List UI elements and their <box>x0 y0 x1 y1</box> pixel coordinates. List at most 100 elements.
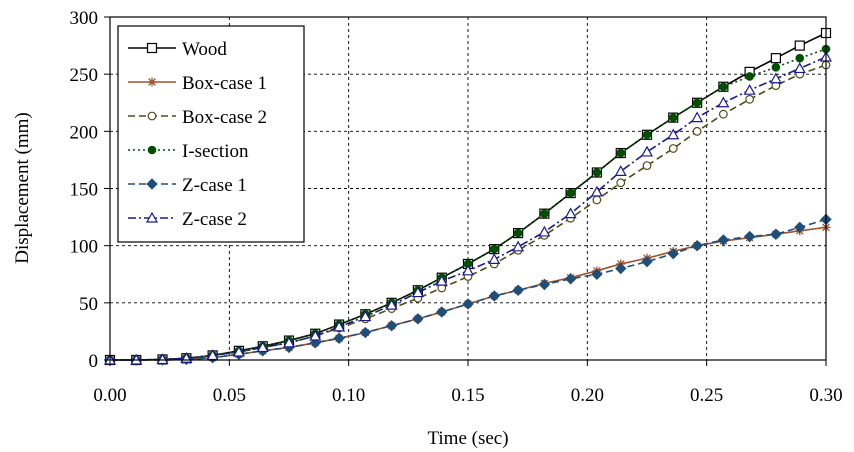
data-point-i-section <box>692 98 702 108</box>
data-point-box-case-2 <box>718 109 728 119</box>
x-tick-label: 0.10 <box>332 385 365 406</box>
x-tick-label: 0.25 <box>690 385 723 406</box>
legend: Wood Box-case 1 Box-case 2 I-section Z-case … <box>117 25 305 243</box>
y-tick-label: 0 <box>89 351 99 372</box>
y-tick-label: 250 <box>70 65 99 86</box>
data-point-z-case-1 <box>691 239 703 252</box>
legend-label-z-case-1: Z-case 1 <box>182 175 247 196</box>
data-point-wood <box>770 53 781 64</box>
legend-label-box-case-1: Box-case 1 <box>182 73 267 94</box>
data-point-z-case-1 <box>717 234 730 246</box>
data-point-z-case-2 <box>385 298 398 310</box>
data-point-z-case-1 <box>743 230 756 243</box>
data-point-z-case-2 <box>614 165 627 176</box>
data-point-i-section <box>668 113 678 122</box>
x-tick-label: 0.15 <box>451 385 484 406</box>
data-point-z-case-1 <box>385 319 398 332</box>
legend-marker-z-case-2 <box>145 211 159 223</box>
data-point-z-case-1 <box>770 228 782 240</box>
data-point-z-case-1 <box>333 332 345 344</box>
data-point-z-case-1 <box>488 290 500 302</box>
data-point-z-case-2 <box>309 329 322 341</box>
data-point-i-section <box>566 188 575 198</box>
legend-marker-box-case-2 <box>147 111 157 121</box>
data-point-i-section <box>489 244 499 254</box>
data-point-z-case-2 <box>256 341 269 353</box>
y-tick-label: 150 <box>70 180 99 201</box>
data-point-z-case-1 <box>641 255 653 268</box>
legend-marker-wood <box>146 42 158 54</box>
data-point-z-case-2 <box>333 320 346 332</box>
data-point-z-case-1 <box>538 278 551 291</box>
y-tick-label: 300 <box>70 8 99 29</box>
y-tick-label: 50 <box>79 294 98 315</box>
data-point-box-case-2 <box>616 178 626 188</box>
legend-marker-z-case-1 <box>146 178 158 190</box>
data-point-z-case-2 <box>590 185 603 197</box>
data-point-z-case-1 <box>615 262 627 275</box>
y-tick-label: 100 <box>70 237 99 258</box>
legend-label-i-section: I-section <box>182 141 249 162</box>
data-point-z-case-2 <box>640 145 654 157</box>
data-point-z-case-2 <box>667 128 680 140</box>
legend-label-wood: Wood <box>182 39 227 60</box>
data-point-z-case-2 <box>435 274 448 286</box>
legend-label-z-case-2: Z-case 2 <box>182 209 247 230</box>
data-point-box-case-2 <box>668 144 678 153</box>
data-point-z-case-1 <box>359 326 372 339</box>
axes: 0.00 0.05 0.10 0.15 0.20 0.25 0.30 0 50 100 150 200… <box>70 8 843 406</box>
legend-marker-i-section <box>147 145 157 155</box>
grid <box>110 17 826 360</box>
data-point-z-case-2 <box>461 264 475 276</box>
data-point-z-case-2 <box>564 207 577 219</box>
data-point-z-case-2 <box>411 286 424 298</box>
data-point-i-section <box>513 228 523 238</box>
data-point-z-case-2 <box>743 83 756 95</box>
data-point-z-case-2 <box>769 72 782 84</box>
legend-box <box>117 25 305 243</box>
x-tick-label: 0.30 <box>809 385 842 406</box>
series-line-box-case-2 <box>110 64 827 361</box>
data-point-i-section <box>616 148 626 158</box>
legend-label-box-case-2: Box-case 2 <box>182 107 267 128</box>
data-point-z-case-1 <box>512 284 524 296</box>
data-point-i-section <box>642 130 652 140</box>
data-point-z-case-1 <box>794 221 806 234</box>
data-point-i-section <box>795 53 805 63</box>
data-point-i-section <box>592 168 602 177</box>
data-point-z-case-2 <box>793 62 806 74</box>
data-point-z-case-1 <box>412 313 424 325</box>
data-point-z-case-1 <box>436 306 448 318</box>
x-tick-label: 0.00 <box>93 385 126 406</box>
data-point-i-section <box>719 82 728 92</box>
data-point-z-case-2 <box>359 310 372 322</box>
data-point-z-case-2 <box>156 353 169 365</box>
data-point-z-case-2 <box>512 240 525 252</box>
series-z-case-2 <box>103 50 833 365</box>
x-tick-label: 0.20 <box>571 385 604 406</box>
data-point-box-case-2 <box>692 126 702 136</box>
y-tick-label: 200 <box>70 122 99 143</box>
data-point-z-case-2 <box>488 253 501 264</box>
legend-marker-box-case-1 <box>147 77 157 87</box>
data-point-z-case-1 <box>462 298 474 310</box>
data-point-z-case-2 <box>282 336 296 348</box>
data-point-z-case-1 <box>667 247 679 260</box>
data-point-box-case-2 <box>642 161 652 171</box>
data-point-box-case-2 <box>592 195 602 205</box>
y-axis-title: Displacement (mm) <box>12 112 33 263</box>
data-point-i-section <box>540 209 549 218</box>
data-point-z-case-1 <box>564 273 577 285</box>
x-axis-title: Time (sec) <box>427 428 508 449</box>
data-point-wood <box>794 40 805 51</box>
data-point-z-case-2 <box>717 96 730 108</box>
data-point-z-case-2 <box>538 225 551 237</box>
data-point-i-section <box>771 63 781 72</box>
data-point-z-case-2 <box>232 345 245 357</box>
x-tick-label: 0.05 <box>213 385 246 406</box>
series-i-section <box>105 44 831 365</box>
data-point-z-case-1 <box>591 268 603 280</box>
data-point-i-section <box>745 72 754 81</box>
